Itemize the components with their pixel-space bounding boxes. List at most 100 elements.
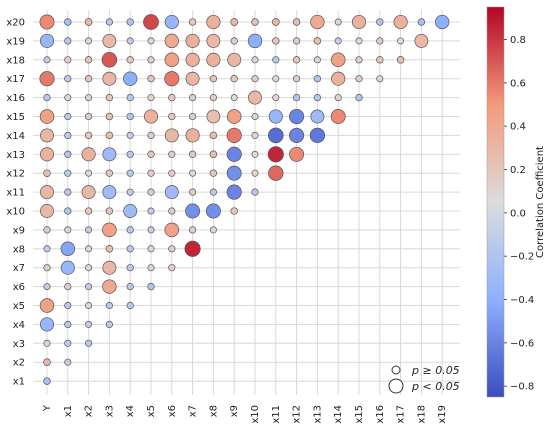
bubble-x14-x12 bbox=[289, 127, 305, 143]
colorbar-tick-label: 0.6 bbox=[510, 78, 526, 89]
bubble-x12-x7 bbox=[189, 169, 197, 177]
bubble-x20-x5 bbox=[143, 14, 159, 30]
colorbar-label: Correlation Coefficient bbox=[535, 146, 546, 258]
bubble-x12-x1 bbox=[64, 169, 72, 177]
bubble-x15-x2 bbox=[85, 112, 93, 121]
bubble-x19-x6 bbox=[164, 33, 179, 49]
bubble-x17-x3 bbox=[102, 71, 117, 86]
bubble-x14-Y bbox=[40, 128, 54, 143]
bubble-x6-Y bbox=[43, 283, 51, 291]
bubble-x5-x4 bbox=[126, 301, 134, 310]
bubble-x14-x4 bbox=[126, 131, 134, 139]
bubble-x15-x11 bbox=[268, 109, 283, 124]
bubble-x17-x10 bbox=[251, 75, 259, 83]
bubble-x14-x1 bbox=[64, 131, 72, 139]
colorbar: 0.8 0.6 0.4 0.2 0.0 −0.2 −0.4 −0.6 −0.8 Correlati… bbox=[486, 6, 546, 398]
bubble-x18-x16 bbox=[376, 56, 384, 64]
bubble-x18-x10 bbox=[251, 56, 259, 64]
bubble-x20-x11 bbox=[271, 18, 280, 26]
bubble-x16-x2 bbox=[85, 94, 93, 102]
y-tick-label: x17 bbox=[6, 74, 25, 85]
bubble-x9-x1 bbox=[64, 226, 72, 234]
bubble-x9-x7 bbox=[189, 226, 197, 234]
bubble-x18-x7 bbox=[185, 52, 200, 67]
bubble-x4-Y bbox=[39, 317, 55, 332]
colorbar-tick-label: 0.4 bbox=[510, 122, 526, 133]
bubble-x17-x4 bbox=[123, 71, 138, 86]
colorbar-gradient bbox=[486, 6, 505, 398]
bubble-x8-x3 bbox=[105, 245, 114, 253]
x-tick-label: x6 bbox=[167, 405, 178, 417]
bubble-x18-x9 bbox=[227, 52, 242, 67]
bubble-x19-x7 bbox=[185, 33, 200, 48]
bubble-x20-Y bbox=[39, 14, 55, 30]
bubble-x7-x2 bbox=[85, 264, 93, 272]
bubble-x16-x7 bbox=[189, 94, 197, 102]
x-tick-label: x13 bbox=[312, 405, 323, 424]
bubble-x11-x2 bbox=[81, 185, 96, 200]
y-tick-label: x16 bbox=[6, 93, 25, 104]
bubble-x7-x6 bbox=[168, 264, 176, 272]
bubble-x19-x12 bbox=[293, 37, 301, 45]
bubble-x12-x6 bbox=[168, 169, 176, 177]
bubble-x20-x4 bbox=[126, 18, 134, 26]
bubble-x16-x12 bbox=[292, 93, 301, 102]
y-tick-label: x20 bbox=[6, 18, 25, 29]
bubble-x15-x6 bbox=[168, 112, 176, 121]
bubble-x10-x7 bbox=[185, 203, 201, 219]
bubble-x19-x15 bbox=[355, 37, 363, 45]
bubble-x20-x3 bbox=[105, 18, 113, 26]
bubble-x14-x13 bbox=[309, 127, 326, 144]
bubble-x18-x8 bbox=[206, 52, 221, 67]
bubble-x11-x9 bbox=[226, 184, 242, 200]
bubble-x18-x1 bbox=[64, 56, 72, 64]
x-tick-label: Y bbox=[42, 404, 53, 412]
x-tick-label: x14 bbox=[333, 405, 344, 424]
bubble-x5-x3 bbox=[105, 301, 113, 310]
grid bbox=[33, 10, 460, 395]
colorbar-tick-label: −0.8 bbox=[510, 382, 534, 393]
bubble-x3-Y bbox=[43, 339, 51, 347]
bubble-x20-x8 bbox=[206, 14, 221, 30]
bubble-x13-x10 bbox=[251, 150, 259, 158]
bubble-x11-Y bbox=[40, 185, 54, 200]
bubble-x16-x6 bbox=[168, 93, 176, 102]
bubble-x7-x4 bbox=[126, 264, 134, 272]
bubble-x19-x11 bbox=[272, 37, 280, 45]
bubble-x10-x3 bbox=[105, 207, 114, 215]
x-tick-label: x15 bbox=[354, 405, 365, 424]
bubble-x7-x5 bbox=[147, 264, 155, 272]
legend-label-sig: p < 0.05 bbox=[411, 380, 460, 393]
bubble-x15-x10 bbox=[251, 112, 259, 121]
bubble-x20-x19 bbox=[435, 14, 450, 30]
bubble-x12-x10 bbox=[251, 169, 259, 177]
bubble-x12-x8 bbox=[209, 169, 218, 177]
bubble-x6-x1 bbox=[64, 283, 72, 291]
bubble-x20-x13 bbox=[310, 14, 325, 30]
bubble-x17-x12 bbox=[293, 75, 301, 83]
y-tick-label: x7 bbox=[13, 263, 25, 274]
bubble-x19-x4 bbox=[126, 37, 134, 45]
x-tick-label: x17 bbox=[396, 405, 407, 424]
bubble-x18-x4 bbox=[126, 56, 134, 64]
bubble-x20-x18 bbox=[417, 18, 426, 26]
bubble-x4-x2 bbox=[85, 320, 93, 328]
bubble-x11-x8 bbox=[209, 188, 217, 196]
bubble-x11-x10 bbox=[251, 188, 259, 196]
bubble-x6-x5 bbox=[147, 282, 155, 291]
bubble-x8-x7 bbox=[184, 240, 201, 257]
bubble-x19-x9 bbox=[230, 37, 238, 45]
x-tick-label: x19 bbox=[437, 405, 448, 424]
bubble-x17-x9 bbox=[230, 75, 238, 83]
colorbar-tick-label: 0.2 bbox=[510, 165, 526, 176]
bubble-x20-x2 bbox=[84, 18, 93, 26]
bubble-x14-x3 bbox=[105, 131, 114, 140]
bubble-x9-x4 bbox=[126, 226, 134, 234]
bubble-x17-x7 bbox=[185, 71, 200, 86]
bubble-x16-x15 bbox=[355, 93, 363, 102]
bubble-x11-x7 bbox=[189, 188, 197, 196]
x-tick-label: x3 bbox=[104, 405, 115, 417]
bubble-x7-x3 bbox=[102, 260, 117, 275]
bubble-x18-x13 bbox=[313, 56, 321, 64]
